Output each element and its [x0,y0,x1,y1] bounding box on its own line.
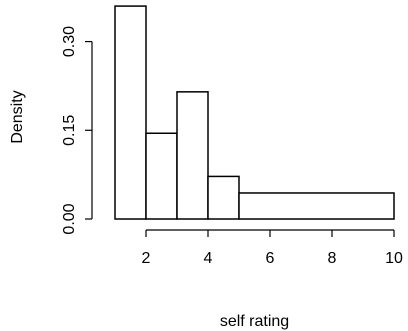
histogram-bar-4 [207,175,240,220]
y-axis-label: Density [9,90,26,143]
x-tick-label-2: 2 [142,250,151,267]
y-tick-label-2: 0.30 [61,26,78,57]
y-tick-label-1: 0.15 [61,115,78,146]
y-axis: 0.00 0.15 0.30 [61,26,93,235]
histogram-bar-5 [238,192,395,220]
histogram-bar-2 [145,132,178,220]
x-axis-label: self rating [220,313,289,330]
histogram-bar-1 [114,5,147,220]
x-tick-label-6: 6 [266,250,275,267]
x-tick-label-4: 4 [204,250,213,267]
x-tick-label-10: 10 [385,250,403,267]
x-tick-label-8: 8 [328,250,337,267]
bars-layer [114,5,395,220]
x-axis: 2 4 6 8 10 [142,229,403,267]
y-tick-label-0: 0.00 [61,203,78,234]
histogram-bar-3 [176,91,209,220]
